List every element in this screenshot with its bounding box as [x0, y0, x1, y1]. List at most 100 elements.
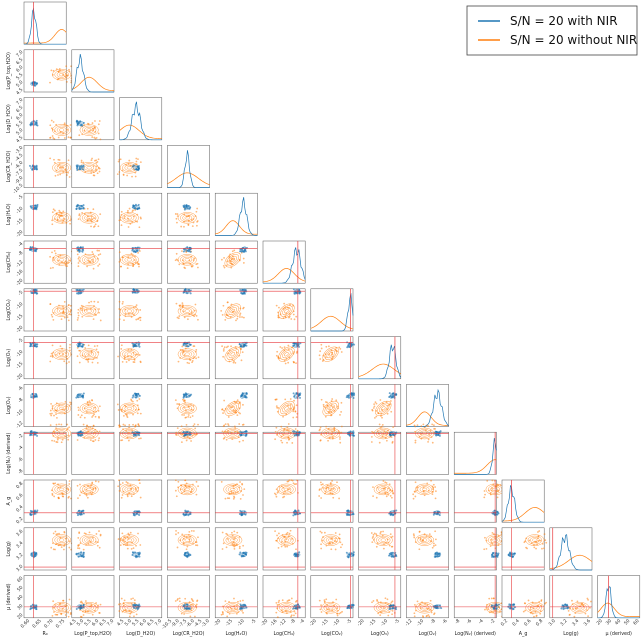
sample-point-without-nir	[176, 546, 179, 549]
sample-point-without-nir	[120, 344, 123, 347]
sample-point-without-nir	[117, 485, 120, 488]
x-tick-label: 40	[614, 618, 622, 626]
sample-point-without-nir	[290, 318, 293, 320]
sample-point-without-nir	[231, 250, 234, 253]
sample-point-without-nir	[130, 399, 133, 402]
sample-point-without-nir	[223, 409, 225, 412]
panel-frame	[358, 479, 402, 523]
contour-without-nir-level-3	[376, 535, 391, 545]
panel-CH4-O2	[262, 384, 306, 427]
sample-point-without-nir	[327, 345, 330, 348]
sample-point-without-nir	[378, 423, 381, 426]
sample-point-with-nir	[497, 603, 500, 606]
contour-with-nir-level-3	[240, 288, 247, 295]
sample-point-without-nir	[491, 532, 494, 534]
contour-without-nir-level-4	[373, 534, 393, 546]
sample-point-without-nir	[390, 410, 393, 413]
contour-without-nir-level-3	[417, 485, 432, 494]
sample-point-without-nir	[278, 599, 281, 602]
contour-without-nir-level-1	[380, 487, 386, 492]
contour-without-nir-level-2	[56, 127, 67, 133]
sample-point-without-nir	[128, 424, 131, 426]
sample-point-without-nir	[139, 544, 142, 546]
sample-point-without-nir	[92, 424, 95, 427]
sample-point-without-nir	[126, 547, 129, 550]
y-tick-label: 0.2	[15, 516, 24, 525]
contour-without-nir-level-2	[182, 537, 193, 544]
sample-point-without-nir	[242, 423, 245, 426]
contour-without-nir-level-2	[182, 486, 193, 493]
sample-point-without-nir	[372, 486, 374, 488]
sample-point-without-nir	[132, 361, 135, 363]
contour-without-nir-level-3	[54, 213, 69, 223]
contour-without-nir-level-2	[419, 604, 430, 611]
sample-point-without-nir	[119, 158, 122, 161]
sample-point-without-nir	[131, 400, 134, 403]
contour-with-nir-level-2	[77, 205, 83, 209]
sample-point-without-nir	[68, 346, 71, 349]
y-tick-label: 3.6	[15, 528, 24, 537]
sample-point-without-nir	[95, 540, 97, 543]
contour-with-nir-level-2	[184, 393, 190, 398]
contour-without-nir-level-1	[184, 487, 190, 492]
sample-point-without-nir	[176, 427, 179, 430]
contour-without-nir-level-2	[56, 405, 67, 412]
sample-point-with-nir	[239, 288, 242, 291]
contour-without-nir-level-3	[279, 485, 294, 494]
contour-without-nir-level-2	[182, 214, 193, 221]
panel-D_H2O-D_H2O	[119, 97, 163, 141]
contour-without-nir-level-2	[529, 604, 540, 611]
sample-point-without-nir	[186, 545, 189, 548]
sample-point-without-nir	[380, 425, 383, 428]
sample-point-without-nir	[55, 354, 57, 356]
sample-point-without-nir	[340, 425, 343, 428]
contour-without-nir-level-3	[122, 213, 137, 223]
sample-point-without-nir	[174, 479, 177, 482]
panel-mu-mu: 20 30 40 50 60μ (derived)	[595, 575, 641, 637]
sample-point-without-nir	[139, 319, 142, 322]
sample-point-without-nir	[98, 405, 101, 408]
contour-without-nir-level-4	[224, 303, 241, 319]
sample-point-without-nir	[80, 414, 83, 417]
sample-point-without-nir	[68, 546, 71, 549]
x-tick-label: 0.70	[43, 618, 55, 630]
sample-point-without-nir	[388, 483, 391, 486]
sample-point-without-nir	[413, 615, 416, 618]
x-tick-label: -15	[224, 618, 234, 628]
panel-CH4-O3	[262, 336, 306, 380]
sample-point-without-nir	[56, 613, 59, 616]
sample-point-without-nir	[533, 546, 536, 549]
y-tick-label: 4.5	[15, 87, 24, 96]
x-tick-label: 6.0	[139, 618, 148, 627]
contour-with-nir-level-3	[240, 246, 247, 253]
sample-point-without-nir	[388, 544, 391, 547]
sample-point-without-nir	[126, 267, 129, 269]
sample-point-without-nir	[434, 544, 437, 547]
sample-point-without-nir	[93, 174, 96, 177]
y-tick-label: -16	[15, 268, 25, 278]
sample-point-without-nir	[51, 219, 54, 222]
sample-point-without-nir	[185, 548, 188, 551]
panel-frame	[406, 527, 449, 571]
sample-point-without-nir	[327, 439, 329, 442]
sample-point-without-nir	[50, 313, 53, 316]
sample-point-without-nir	[93, 406, 96, 409]
sample-point-without-nir	[133, 599, 136, 602]
sample-point-without-nir	[222, 355, 225, 358]
y-tick-label: 0.8	[15, 481, 24, 490]
sample-point-without-nir	[134, 175, 137, 178]
contour-without-nir-level-1	[59, 538, 65, 542]
sample-point-without-nir	[183, 406, 185, 409]
contour-without-nir-level-3	[81, 349, 97, 359]
contour-without-nir-level-2	[378, 537, 389, 544]
sample-point-without-nir	[53, 611, 55, 613]
sample-point-without-nir	[430, 611, 433, 614]
contour-with-nir-level-2	[133, 343, 139, 347]
sample-point-without-nir	[128, 159, 131, 162]
sample-point-without-nir	[336, 481, 338, 484]
contour-with-nir-level-3	[76, 247, 84, 252]
contour-without-nir-level-4	[278, 400, 295, 416]
